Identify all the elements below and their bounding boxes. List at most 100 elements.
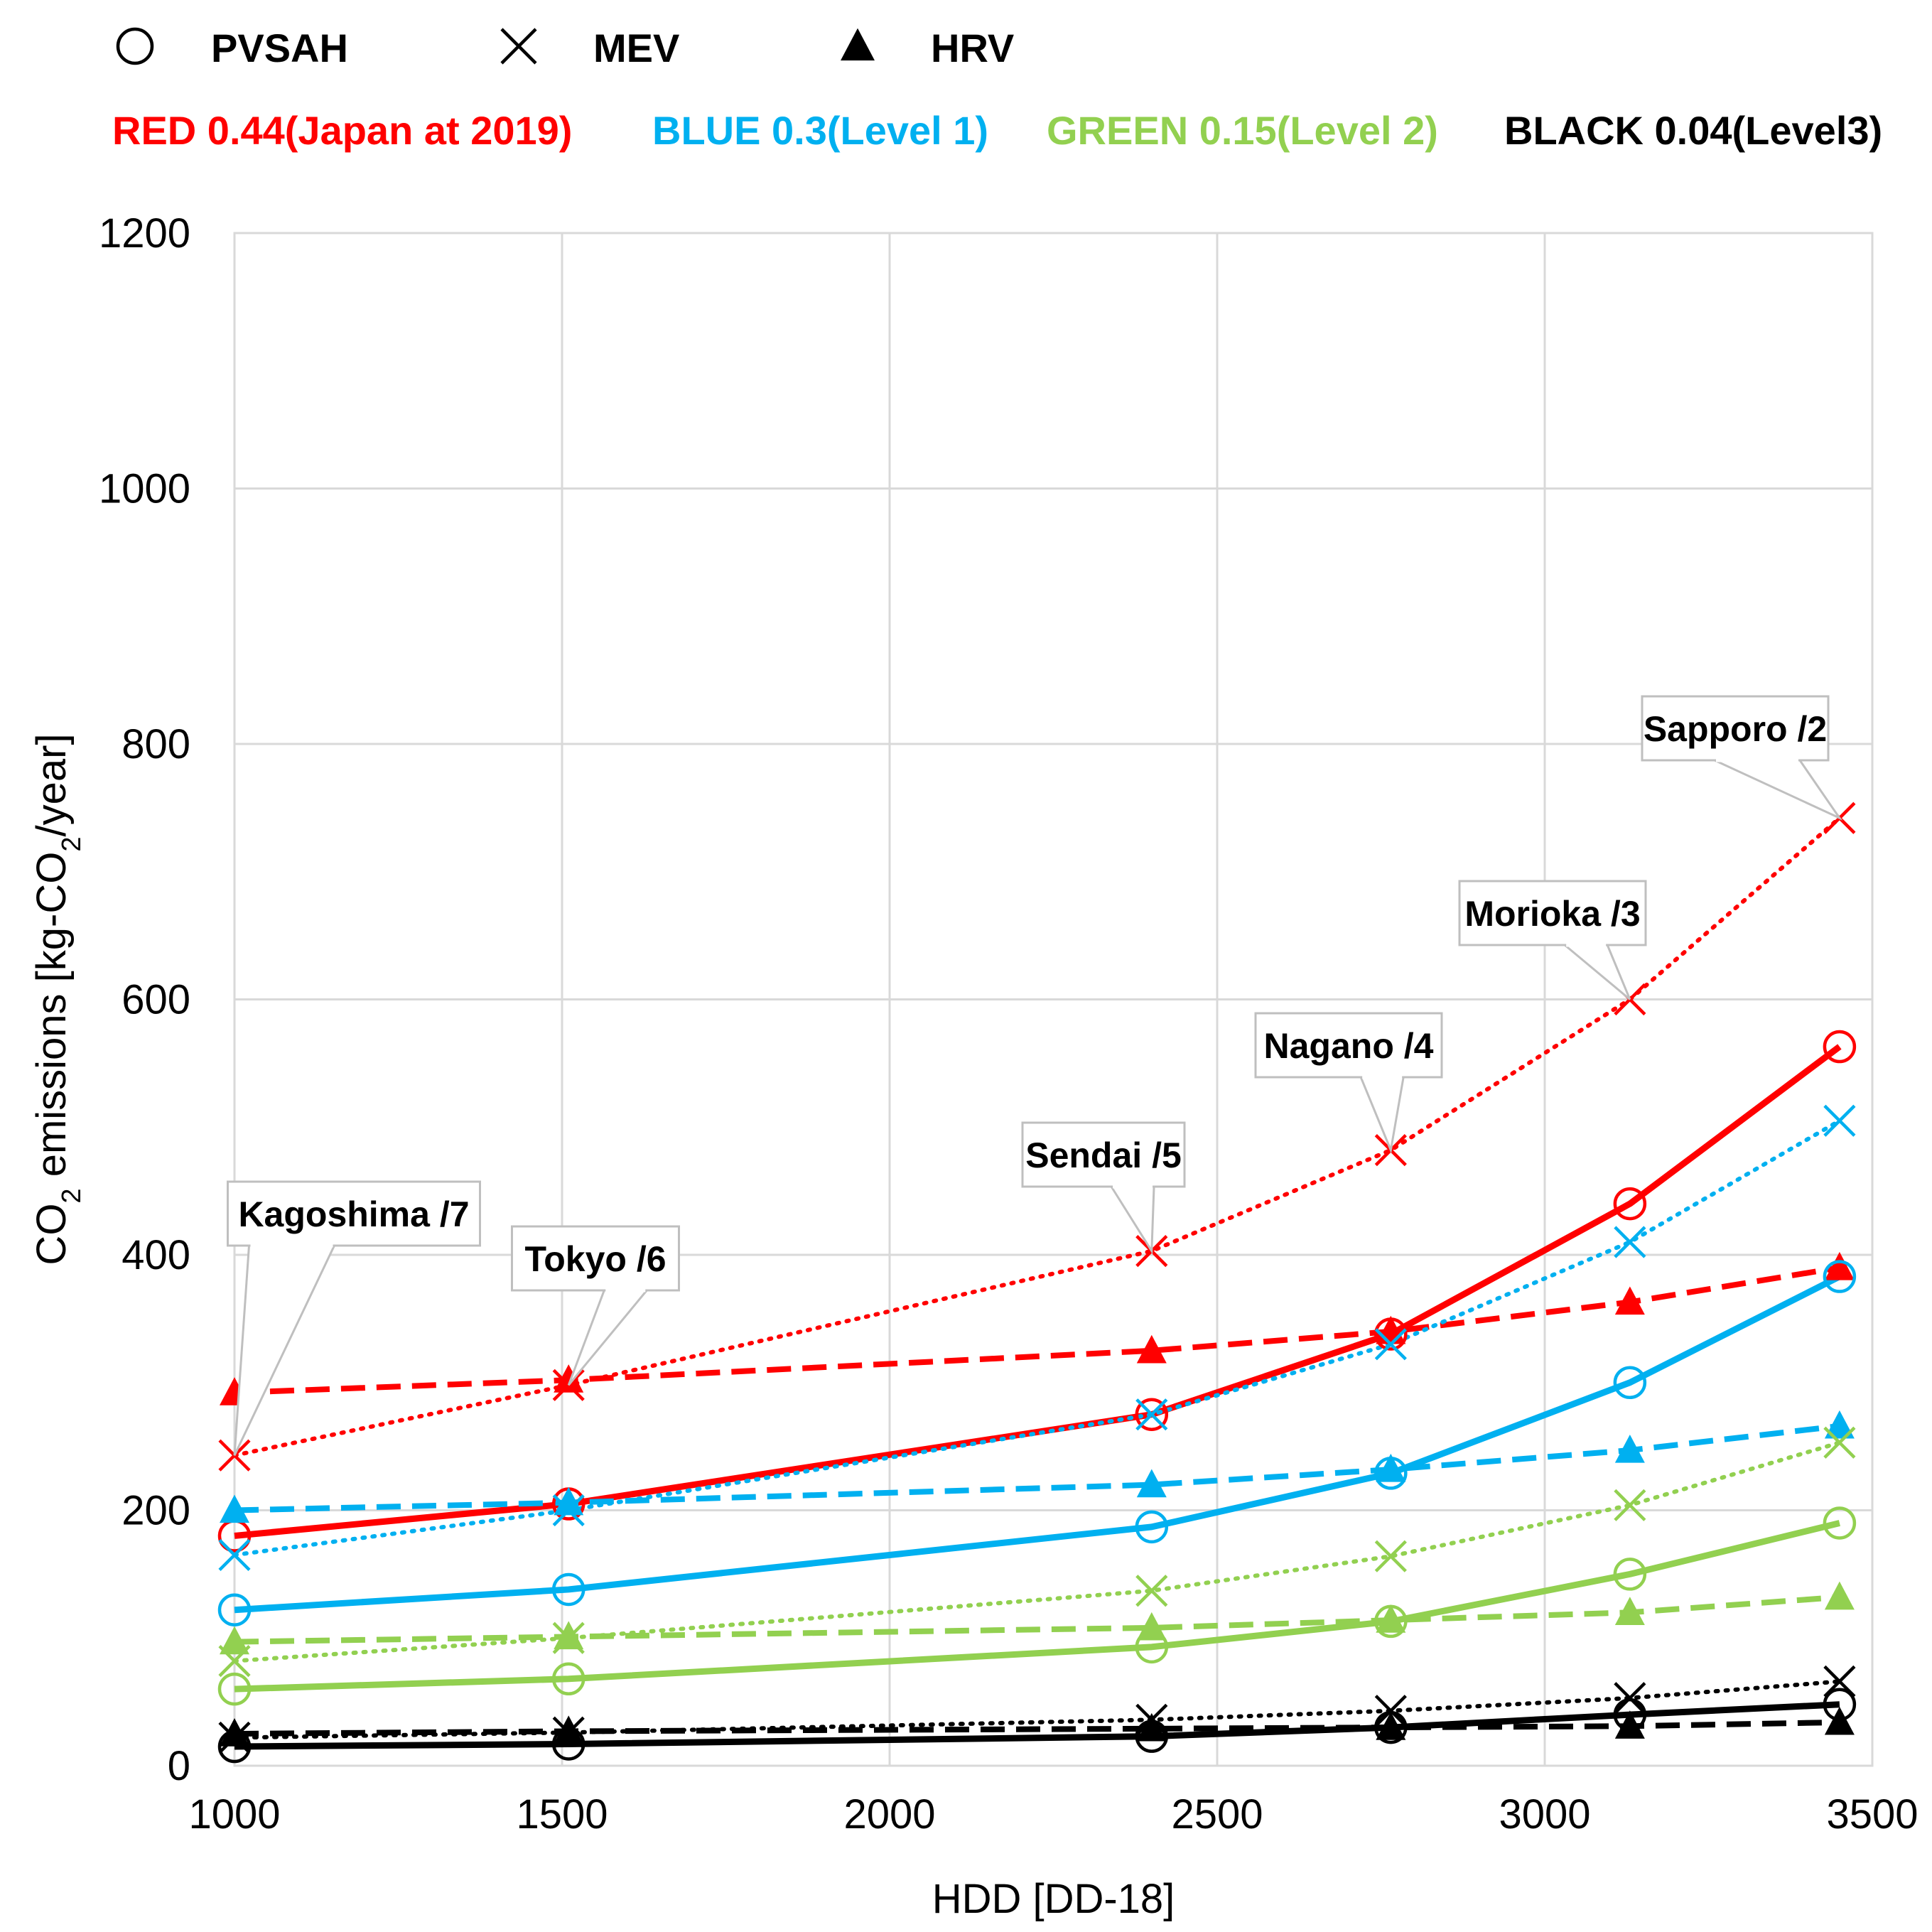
- data-point-cross: [1823, 1104, 1856, 1137]
- legend-color-label: BLUE 0.3(Level 1): [652, 108, 988, 153]
- x-axis-ticks: 1000 1500 2000 2500 3000 3500: [188, 1791, 1918, 1837]
- series-line: [232, 1440, 1842, 1663]
- series-line: [234, 1265, 1840, 1396]
- y-axis-title-sub: 2: [57, 837, 87, 852]
- series-line: [234, 1273, 1841, 1614]
- data-point-circle: [1135, 1398, 1169, 1431]
- callout-pointer: [233, 1245, 335, 1456]
- y-tick-label: 600: [122, 977, 190, 1023]
- data-point-cross: [1614, 1489, 1646, 1521]
- data-point-triangle: [1136, 1334, 1167, 1364]
- x-tick-label: 1000: [188, 1791, 280, 1837]
- legend-color-label: BLACK 0.04(Level3): [1504, 108, 1882, 153]
- data-point-circle: [1135, 1510, 1169, 1544]
- x-tick-label: 1500: [516, 1791, 608, 1837]
- y-axis-title-sub: 2: [57, 1188, 87, 1203]
- legend-marker-entry: PVSAH: [116, 26, 348, 70]
- data-point-cross: [1374, 1540, 1407, 1572]
- callout-label: Nagano /4: [1254, 1012, 1443, 1154]
- y-tick-label: 1000: [99, 466, 190, 512]
- callout-text: Tokyo /6: [524, 1239, 666, 1279]
- y-tick-label: 1200: [99, 210, 190, 257]
- x-tick-label: 3000: [1499, 1791, 1590, 1837]
- data-point-triangle: [220, 1626, 249, 1655]
- legend-markers: PVSAH MEV HRV: [116, 26, 1014, 70]
- legend-color-label: RED 0.44(Japan at 2019): [112, 108, 572, 153]
- plot-area-frame: [233, 232, 1874, 1767]
- data-point-triangle: [1824, 1251, 1855, 1280]
- y-axis-title: CO2 emissions [kg-CO2/year]: [28, 733, 87, 1265]
- callout-box: [1458, 880, 1647, 946]
- callout-pointer: [1564, 944, 1631, 1000]
- data-point-circle: [217, 1593, 252, 1626]
- series-line: [234, 1423, 1840, 1513]
- data-point-triangle: [1614, 1597, 1645, 1625]
- data-point-triangle: [1376, 1453, 1406, 1482]
- y-tick-label: 800: [122, 721, 190, 767]
- callout-pointer: [1359, 1076, 1405, 1154]
- callout-text: Kagoshima /7: [238, 1194, 469, 1234]
- callout-text: Morioka /3: [1464, 894, 1640, 934]
- data-point-cross: [1374, 1695, 1407, 1727]
- data-point-triangle: [1136, 1469, 1167, 1498]
- series-line: [234, 1701, 1840, 1750]
- data-point-circle: [551, 1662, 585, 1696]
- series-line: [232, 1679, 1842, 1740]
- data-point-circle: [1823, 1260, 1857, 1293]
- data-point-triangle: [220, 1494, 249, 1523]
- data-point-triangle: [1376, 1604, 1406, 1633]
- callout-box: [1641, 695, 1830, 762]
- y-axis-title-part: emissions [kg-CO: [28, 852, 75, 1189]
- data-point-cross: [218, 1538, 251, 1572]
- data-point-triangle: [1376, 1712, 1406, 1740]
- data-point-circle: [1823, 1030, 1857, 1064]
- y-tick-label: 400: [122, 1232, 190, 1278]
- legend-colors: RED 0.44(Japan at 2019) BLUE 0.3(Level 1)…: [112, 108, 1882, 153]
- legend-marker-entry: HRV: [841, 26, 1014, 70]
- data-point-triangle: [1136, 1712, 1167, 1742]
- data-point-circle: [217, 1672, 252, 1706]
- callout-label: Sendai /5: [1021, 1121, 1186, 1255]
- legend-color-label: GREEN 0.15(Level 2): [1047, 108, 1438, 153]
- y-tick-label: 0: [168, 1743, 190, 1789]
- y-axis-ticks: 0 200 400 600 800 1000 1200: [99, 210, 190, 1789]
- data-point-triangle: [1614, 1286, 1645, 1315]
- y-axis-title-part: CO: [28, 1204, 75, 1265]
- series-markers: [217, 802, 1857, 1764]
- series-lines: [232, 816, 1842, 1750]
- legend-marker-entry: MEV: [500, 26, 679, 70]
- data-point-triangle: [554, 1621, 584, 1650]
- callout-box: [227, 1180, 481, 1247]
- y-axis-title-part: /year]: [28, 733, 75, 836]
- data-point-triangle: [1136, 1612, 1167, 1641]
- data-point-circle: [1823, 1506, 1857, 1540]
- data-point-triangle: [554, 1364, 584, 1393]
- data-point-triangle: [1614, 1434, 1645, 1463]
- data-point-cross: [1135, 1398, 1168, 1431]
- callout-box: [1254, 1012, 1443, 1079]
- callout-text: Sapporo /2: [1644, 709, 1827, 749]
- data-point-triangle: [1824, 1581, 1855, 1610]
- series-line: [232, 1118, 1842, 1558]
- series-line: [234, 1044, 1842, 1539]
- data-point-triangle: [1614, 1710, 1645, 1739]
- callout-text: Sendai /5: [1025, 1135, 1182, 1175]
- data-point-circle: [551, 1572, 585, 1607]
- circle-icon: [116, 27, 154, 65]
- data-point-cross: [1823, 1665, 1856, 1698]
- callout-label: Sapporo /2: [1641, 695, 1843, 821]
- callout-label: Kagoshima /7: [227, 1180, 481, 1456]
- data-point-cross: [1823, 1426, 1856, 1459]
- x-tick-label: 3500: [1826, 1791, 1918, 1837]
- callout-box: [1021, 1121, 1186, 1188]
- legend-marker-label: MEV: [593, 26, 679, 70]
- callout-pointer: [567, 1290, 648, 1386]
- series-line: [234, 1719, 1840, 1737]
- data-point-triangle: [1824, 1410, 1855, 1439]
- callout-label: Morioka /3: [1458, 880, 1647, 1000]
- series-line: [234, 1594, 1840, 1645]
- legend-marker-label: PVSAH: [211, 26, 348, 70]
- triangle-icon: [841, 28, 875, 61]
- data-point-circle: [1613, 1366, 1647, 1399]
